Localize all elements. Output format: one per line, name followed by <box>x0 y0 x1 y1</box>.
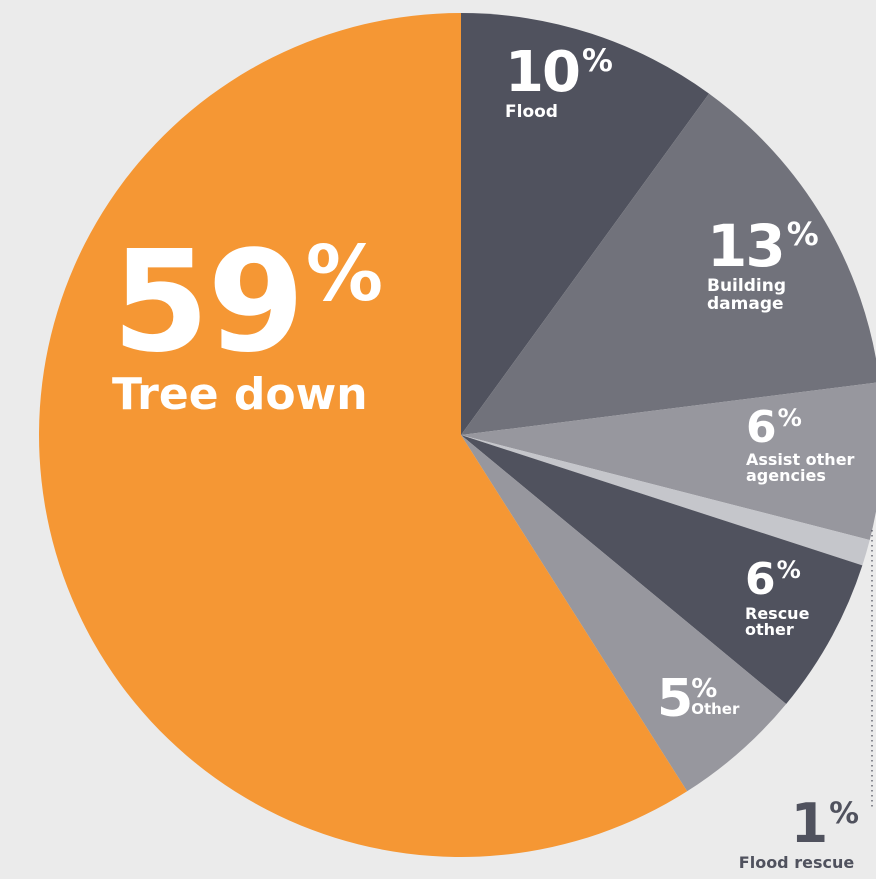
label-assist-other-agencies: 6% Assist other agencies <box>746 402 866 486</box>
pie-slice-flood <box>461 13 710 435</box>
label-tree-down-pct: 59% <box>112 221 383 385</box>
label-tree-down-name: Tree down <box>112 369 368 421</box>
label-assist-name: Assist other agencies <box>746 449 855 486</box>
label-flood-pct: 10% <box>505 40 613 106</box>
pie-slice-assist-other-agencies <box>461 382 876 540</box>
label-rescue-other-pct: 6% <box>745 554 801 605</box>
label-rescue-other: 6% Rescue other <box>745 554 815 640</box>
label-flood-rescue-name: Flood rescue <box>738 852 855 872</box>
pie-slice-rescue-other <box>461 435 863 704</box>
label-building-damage-name: Building damage <box>707 276 786 315</box>
pie-slice-building-damage <box>461 93 876 435</box>
label-tree-down: 59% Tree down <box>112 221 383 421</box>
label-rescue-other-name: Rescue other <box>745 603 810 640</box>
label-other-pct: 5 <box>657 669 693 729</box>
label-flood: 10% Flood <box>505 40 613 123</box>
pie-slice-other <box>461 435 787 792</box>
pie-slices <box>39 13 876 857</box>
label-building-damage: 13% Building damage <box>707 212 819 315</box>
pie-slice-flood-rescue <box>461 435 870 566</box>
label-assist-pct: 6% <box>746 402 802 453</box>
label-flood-name: Flood <box>505 102 558 123</box>
label-building-damage-pct: 13% <box>707 212 819 280</box>
label-flood-rescue: 1% Flood rescue <box>734 792 859 872</box>
label-other-suffix: % Other <box>691 674 740 718</box>
pie-slice-tree-down <box>39 13 688 857</box>
label-other: 5% Other <box>657 673 740 725</box>
label-flood-rescue-pct: 1% <box>790 792 859 855</box>
